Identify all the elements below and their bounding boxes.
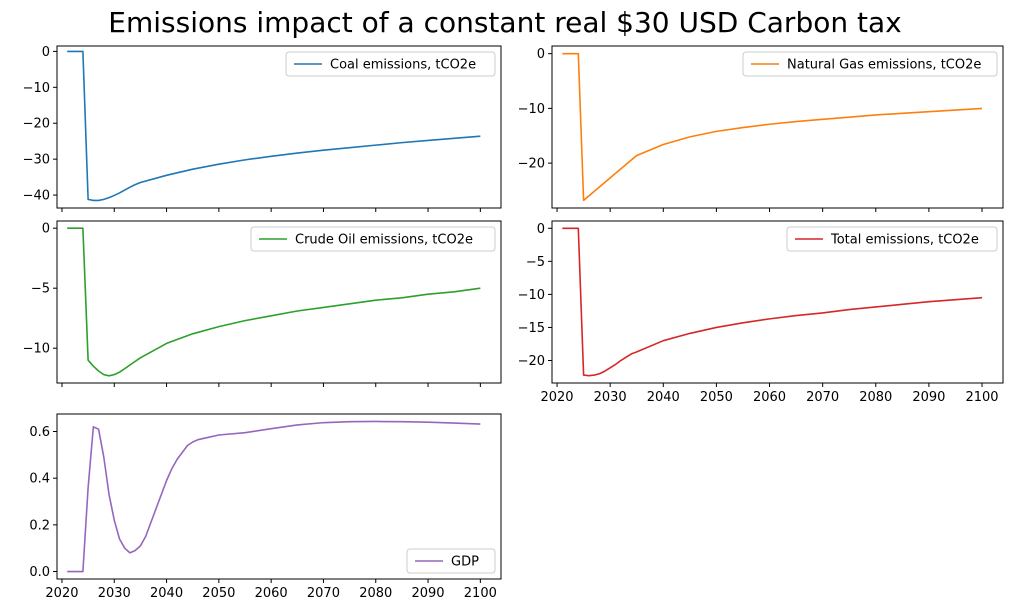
y-tick-label: −20 (518, 354, 545, 369)
axes-frame (551, 45, 1004, 209)
subplot-3: 0 −5 −10 Crude Oil emissions, tCO2e (23, 220, 502, 387)
y-tick-label: −15 (518, 321, 545, 336)
legend: Natural Gas emissions, tCO2e (742, 51, 998, 77)
x-tick-label: 2060 (753, 390, 786, 405)
legend-box (285, 51, 496, 77)
figure-title: Emissions impact of a constant real $30 … (108, 6, 901, 39)
legend-box (786, 226, 998, 252)
x-tick-label: 2100 (464, 586, 497, 601)
y-tick-label: 0.4 (29, 472, 50, 487)
y-tick-label: 0 (537, 47, 545, 62)
x-tick-label: 2100 (965, 390, 998, 405)
legend-box (406, 548, 496, 574)
y-tick-label: −10 (23, 342, 50, 357)
legend: GDP (406, 548, 496, 574)
series-line-1 (67, 50, 481, 202)
subplot-4: 0 −5 −10 −15 −20 2020 2030 2040 2050 2060 2070 2080… (518, 220, 1004, 405)
x-tick-label: 2070 (307, 586, 340, 601)
subplot-1: 0 −10 −20 −30 −40 Coal emissions, tCO2e (23, 45, 502, 212)
y-tick-label: −10 (518, 288, 545, 303)
x-tick-label: 2080 (359, 586, 392, 601)
axes-frame (551, 220, 1004, 384)
series-line-1 (562, 227, 983, 377)
y-tick-label: 0.2 (29, 518, 50, 533)
x-tick-label: 2050 (202, 586, 235, 601)
axes-frame (56, 220, 502, 384)
y-tick-label: 0.0 (29, 565, 50, 580)
subplot-2: 0 −10 −20 Natural Gas emissions, tCO2e (518, 45, 1004, 212)
y-tick-label: −5 (526, 255, 545, 270)
x-tick-label: 2020 (45, 586, 78, 601)
x-tick-label: 2040 (150, 586, 183, 601)
x-tick-label: 2070 (806, 390, 839, 405)
x-tick-label: 2090 (411, 586, 444, 601)
x-tick-label: 2080 (859, 390, 892, 405)
y-tick-label: −10 (518, 102, 545, 117)
series-line-1 (67, 420, 481, 573)
y-tick-label: −40 (23, 189, 50, 204)
legend-box (250, 226, 496, 252)
series-line-1 (67, 227, 481, 377)
x-tick-label: 2030 (594, 390, 627, 405)
x-tick-label: 2050 (700, 390, 733, 405)
x-tick-label: 2030 (98, 586, 131, 601)
legend-label: GDP (451, 555, 479, 570)
legend-label: Coal emissions, tCO2e (330, 58, 476, 73)
x-tick-label: 2020 (540, 390, 573, 405)
y-tick-label: 0 (42, 222, 50, 237)
y-tick-label: 0 (537, 222, 545, 237)
x-tick-label: 2090 (912, 390, 945, 405)
y-tick-label: −5 (31, 282, 50, 297)
legend: Coal emissions, tCO2e (285, 51, 496, 77)
y-tick-label: 0.6 (29, 425, 50, 440)
legend-label: Natural Gas emissions, tCO2e (787, 58, 981, 73)
legend-box (742, 51, 998, 77)
legend: Total emissions, tCO2e (786, 226, 998, 252)
legend-label: Total emissions, tCO2e (830, 233, 979, 248)
y-tick-label: 0 (42, 45, 50, 60)
y-tick-label: −20 (23, 117, 50, 132)
y-tick-label: −20 (518, 157, 545, 172)
x-tick-label: 2060 (255, 586, 288, 601)
axes-frame (56, 45, 502, 209)
x-tick-label: 2040 (647, 390, 680, 405)
axes-frame (56, 413, 502, 580)
legend-label: Crude Oil emissions, tCO2e (295, 233, 473, 248)
subplot-5: 0.0 0.2 0.4 0.6 2020 2030 2040 2050 2060 2070 2080… (29, 413, 502, 601)
y-tick-label: −10 (23, 81, 50, 96)
subplot-grid: 0 −10 −20 −30 −40 Coal emissions, tCO2e 0 −10 −2… (23, 45, 1004, 601)
y-tick-label: −30 (23, 153, 50, 168)
legend: Crude Oil emissions, tCO2e (250, 226, 496, 252)
series-line-1 (562, 52, 983, 202)
